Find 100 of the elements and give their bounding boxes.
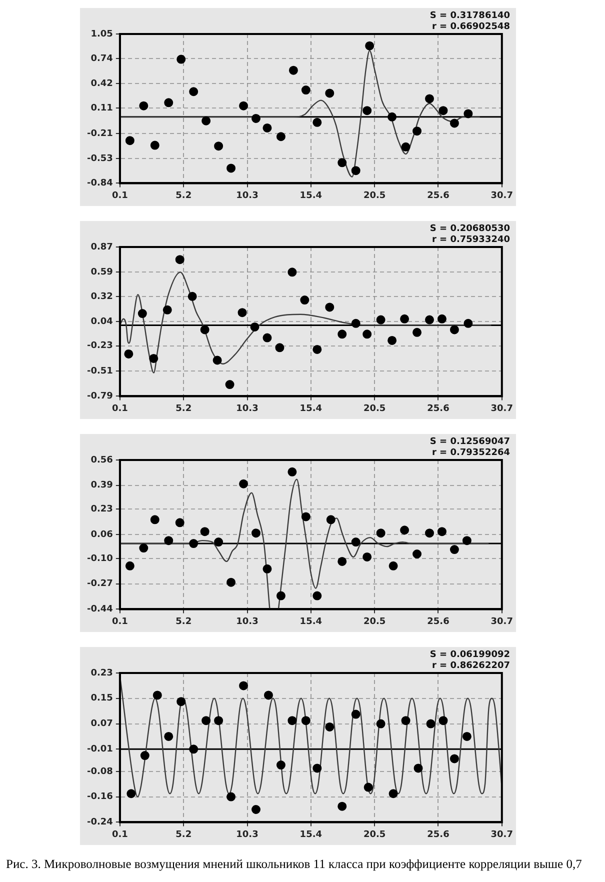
y-tick-label: -0.53 (86, 154, 113, 164)
y-tick-label: 0.39 (90, 480, 113, 491)
x-tick-label: 20.5 (363, 190, 386, 201)
point (312, 344, 322, 354)
point (164, 536, 174, 546)
point (300, 296, 310, 305)
point (176, 54, 186, 64)
point (126, 789, 136, 798)
point (276, 132, 286, 142)
y-tick-label: 1.05 (90, 29, 113, 40)
point (251, 528, 260, 538)
text: S = 0.06199092 (430, 650, 510, 661)
point (450, 118, 459, 128)
point (338, 802, 347, 811)
point (200, 325, 210, 334)
x-tick-label: 0.1 (112, 404, 128, 414)
text: r = 0.66902548 (430, 22, 510, 33)
point (239, 101, 248, 110)
y-tick-label: -0.44 (86, 604, 113, 615)
point (164, 98, 174, 108)
point (212, 356, 222, 365)
point (325, 88, 334, 98)
x-tick-label: 15.4 (300, 830, 322, 840)
point (425, 528, 434, 538)
point (401, 716, 410, 726)
point (462, 732, 472, 741)
x-tick-label: 15.4 (300, 616, 322, 627)
line-series (120, 272, 492, 374)
point (325, 302, 334, 312)
y-tick-label: -0.23 (86, 341, 113, 352)
point (376, 719, 386, 728)
text: S = 0.20680530 (430, 224, 510, 235)
point (262, 564, 272, 574)
y-tick-label: 0.23 (90, 504, 113, 515)
point (189, 87, 198, 96)
y-tick-label: 0.04 (90, 316, 113, 327)
x-tick-label: 0.1 (112, 616, 128, 627)
y-tick-label: -0.10 (86, 554, 113, 564)
point (125, 136, 134, 146)
point (400, 526, 410, 535)
point (200, 527, 210, 536)
point (376, 528, 386, 538)
x-tick-label: 25.6 (427, 190, 450, 201)
point (139, 101, 148, 110)
x-tick-label: 20.5 (363, 404, 386, 414)
y-tick-label: 0.06 (90, 530, 113, 540)
point (150, 515, 160, 524)
point (388, 789, 398, 798)
point (125, 561, 134, 570)
text: Рис. 3. Микроволновые возмущения мнений школьников 11 класса при коэффициенте корреляции выше 0,7 (6, 857, 582, 872)
point (202, 116, 211, 126)
x-tick-label: 5.2 (176, 404, 192, 414)
point (362, 106, 372, 116)
point (388, 336, 397, 345)
point (251, 114, 260, 123)
y-tick-label: -0.08 (86, 766, 113, 777)
point (288, 716, 297, 726)
point (464, 318, 473, 328)
x-tick-label: 5.2 (176, 830, 192, 840)
point (149, 354, 158, 363)
point (225, 380, 234, 390)
point (326, 515, 336, 524)
point (188, 292, 197, 301)
point (226, 164, 236, 173)
point (325, 722, 334, 732)
point (365, 41, 374, 50)
y-tick-label: -0.27 (86, 579, 113, 590)
point (362, 552, 372, 562)
point (139, 544, 148, 553)
point (262, 123, 272, 132)
point (138, 309, 147, 318)
point (189, 744, 198, 754)
point (400, 314, 410, 324)
point (312, 764, 322, 773)
point (338, 330, 347, 339)
point (162, 305, 172, 314)
y-tick-label: 0.15 (90, 694, 113, 704)
point (264, 690, 273, 700)
text: r = 0.75933240 (430, 235, 510, 246)
point (226, 578, 236, 587)
x-tick-label: 15.4 (300, 404, 322, 414)
y-tick-label: -0.21 (86, 128, 113, 139)
y-tick-label: 0.11 (90, 104, 113, 114)
point (412, 328, 422, 337)
y-tick-label: 0.56 (90, 455, 113, 466)
point (175, 255, 184, 264)
x-tick-label: 25.6 (427, 404, 450, 414)
point (437, 314, 446, 324)
y-tick-label: 0.59 (90, 268, 113, 278)
y-tick-label: 0.23 (90, 668, 113, 678)
x-tick-label: 0.1 (112, 830, 128, 840)
y-tick-label: -0.51 (86, 366, 113, 376)
point (351, 166, 360, 176)
point (425, 315, 434, 324)
y-tick-label: 0.87 (90, 242, 113, 252)
point (338, 556, 347, 566)
point (176, 697, 186, 706)
text: S = 0.12569047 (430, 437, 510, 448)
point (388, 112, 397, 122)
point (214, 716, 224, 726)
